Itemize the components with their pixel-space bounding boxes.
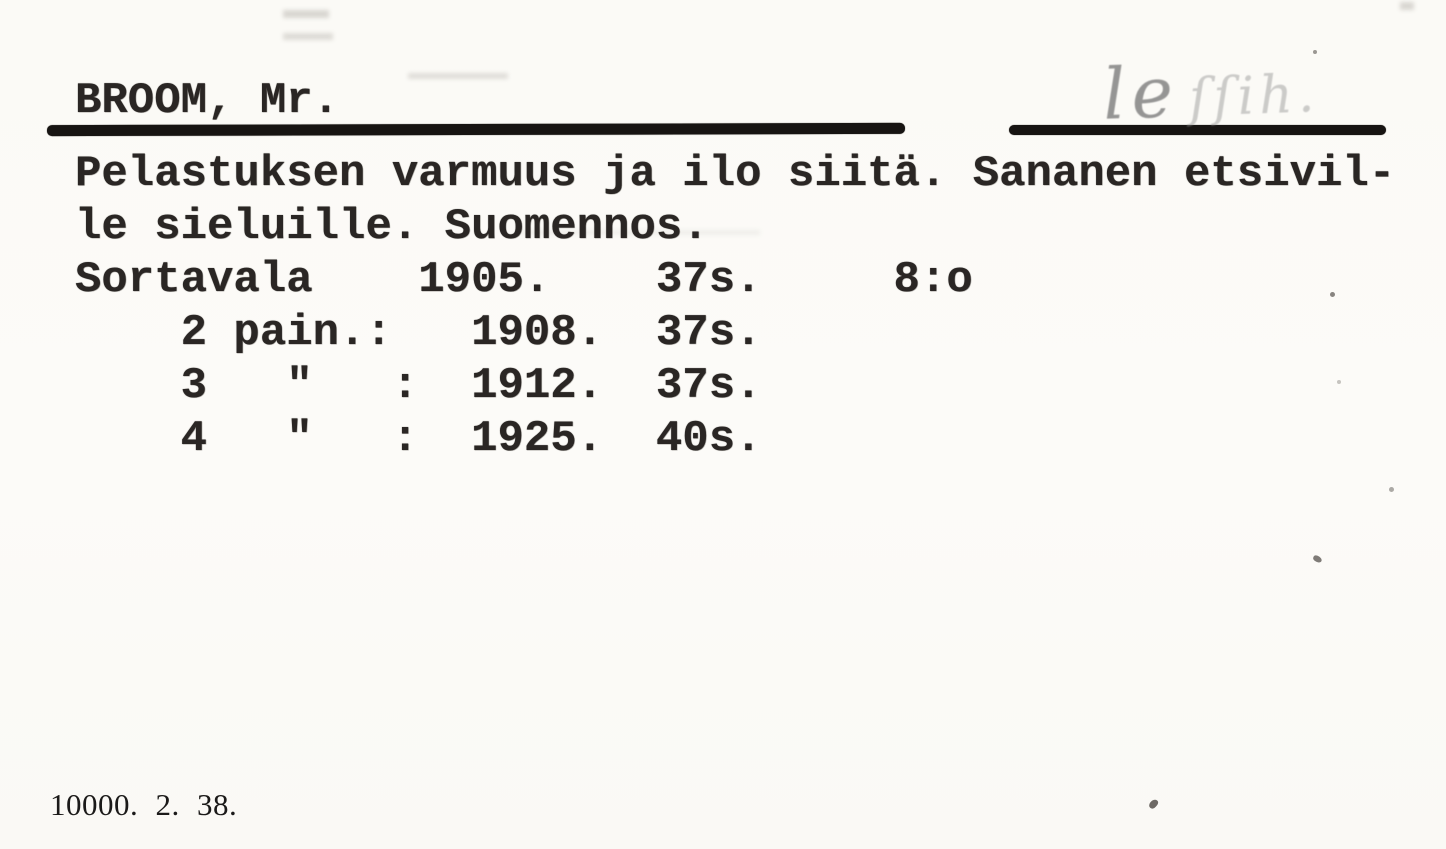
title-line-1: Pelastuksen varmuus ja ilo siitä. Sanane…: [75, 149, 1396, 199]
edition-row-first: Sortavala 1905. 37s. 8:o: [75, 255, 973, 305]
paper-speck: [1147, 797, 1160, 811]
edition-row-fourth: 4 " : 1925. 40s.: [75, 414, 762, 464]
paper-speck: [1313, 50, 1317, 54]
handwritten-note-part2: ſſih.: [1188, 64, 1321, 129]
heading-author: BROOM, Mr.: [75, 76, 340, 126]
card-body: Pelastuksen varmuus ja ilo siitä. Sanane…: [75, 148, 1395, 466]
handwritten-note-part1: le: [1101, 51, 1181, 136]
paper-speck: [1312, 554, 1323, 564]
paper-speck: [1337, 380, 1341, 384]
scan-smudge: [283, 33, 333, 40]
edition-row-third: 3 " : 1912. 37s.: [75, 361, 762, 411]
print-code: 10000. 2. 38.: [50, 787, 238, 822]
note-underline: [1009, 125, 1386, 135]
handwritten-note: le ſſih.: [1101, 46, 1321, 136]
scan-smudge: [1400, 2, 1414, 10]
title-line-2: le sieluille. Suomennos.: [75, 202, 709, 252]
scan-smudge: [408, 73, 508, 79]
paper-speck: [1389, 487, 1394, 492]
scan-smudge: [520, 230, 760, 235]
paper-speck: [1330, 292, 1335, 297]
scan-smudge: [283, 10, 329, 18]
heading-underline: [46, 122, 906, 137]
edition-row-second: 2 pain.: 1908. 37s.: [75, 308, 762, 358]
